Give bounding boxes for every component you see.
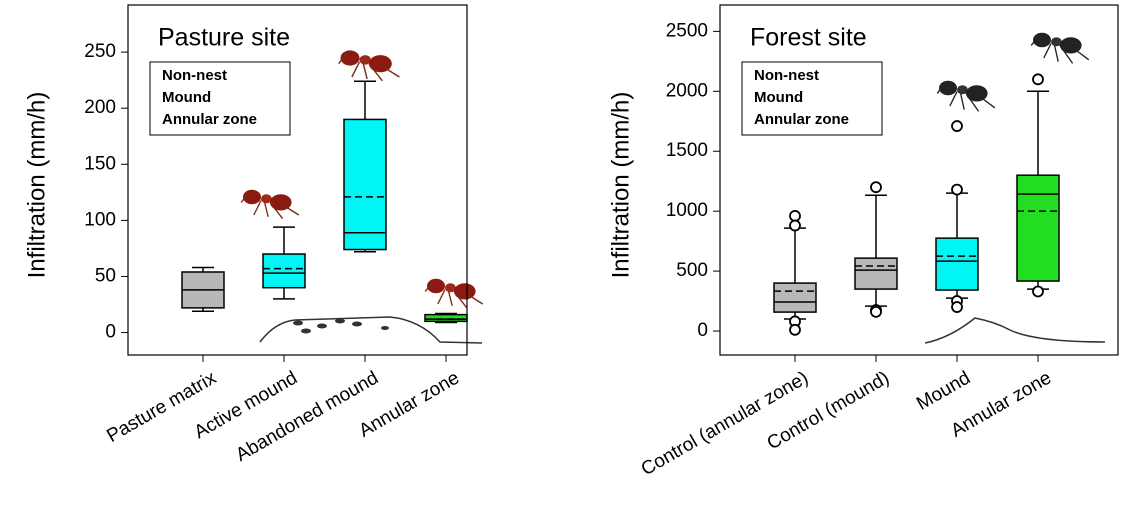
y-tick-label: 2000 xyxy=(666,80,708,101)
outlier xyxy=(790,211,800,221)
legend-label: Mound xyxy=(162,89,211,106)
legend: Non-nest Mound Annular zone xyxy=(742,62,882,135)
outlier xyxy=(1033,286,1043,296)
y-tick-label: 50 xyxy=(95,265,116,286)
y-tick-label: 1500 xyxy=(666,140,708,161)
y-tick-label: 100 xyxy=(84,209,116,230)
box xyxy=(855,258,897,289)
chart-title: Pasture site xyxy=(158,24,290,52)
y-axis-label: Infiltration (mm/h) xyxy=(23,92,50,279)
y-tick-label: 2500 xyxy=(666,20,708,41)
y-tick-label: 250 xyxy=(84,41,116,62)
box xyxy=(774,283,816,312)
legend-label: Mound xyxy=(754,89,803,106)
legend: Non-nest Mound Annular zone xyxy=(150,62,290,135)
outlier xyxy=(952,185,962,195)
x-tick-label: Mound xyxy=(913,367,974,414)
y-tick-label: 1000 xyxy=(666,200,708,221)
box xyxy=(936,238,978,290)
outlier xyxy=(952,121,962,131)
y-tick-label: 200 xyxy=(84,97,116,118)
box xyxy=(1017,175,1059,281)
figure: 0 50 100 150 200 250 Infiltration (mm/h) Pastur… xyxy=(0,0,1126,508)
legend-label: Annular zone xyxy=(754,111,849,128)
box xyxy=(344,119,386,249)
outlier xyxy=(952,302,962,312)
y-tick-label: 0 xyxy=(105,322,116,343)
plot: 0 500 1000 1500 2000 2500 Infiltration (mm/h) F… xyxy=(607,5,1118,480)
legend-label: Non-nest xyxy=(162,67,227,84)
box xyxy=(425,315,467,322)
x-tick-label: Abandoned mound xyxy=(232,367,382,465)
outlier xyxy=(790,325,800,335)
y-tick-label: 150 xyxy=(84,153,116,174)
y-tick-label: 0 xyxy=(697,320,708,341)
legend-label: Annular zone xyxy=(162,111,257,128)
outlier xyxy=(871,307,881,317)
outlier xyxy=(871,182,881,192)
outlier xyxy=(790,221,800,231)
plot-frame xyxy=(128,5,467,355)
legend-label: Non-nest xyxy=(754,67,819,84)
plot: 0 50 100 150 200 250 Infiltration (mm/h) Pastur… xyxy=(23,5,467,466)
box xyxy=(263,254,305,288)
y-axis-label: Infiltration (mm/h) xyxy=(607,92,634,279)
outlier xyxy=(1033,74,1043,84)
chart-title: Forest site xyxy=(750,24,867,52)
y-tick-label: 500 xyxy=(676,260,708,281)
